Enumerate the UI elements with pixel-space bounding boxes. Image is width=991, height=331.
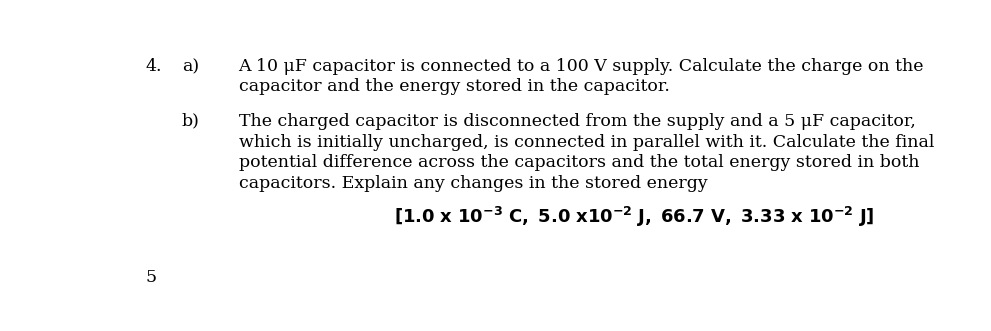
Text: 5: 5 xyxy=(146,269,157,286)
Text: capacitor and the energy stored in the capacitor.: capacitor and the energy stored in the c… xyxy=(239,78,670,95)
Text: b): b) xyxy=(182,113,200,130)
Text: A 10 μF capacitor is connected to a 100 V supply. Calculate the charge on the: A 10 μF capacitor is connected to a 100 … xyxy=(239,58,924,75)
Text: $\mathbf{[1.0\ x\ 10^{-3}\ C,\ 5.0\ x10^{-2}\ J,\ 66.7\ V,\ 3.33\ x\ 10^{-2}\ J]: $\mathbf{[1.0\ x\ 10^{-3}\ C,\ 5.0\ x10^… xyxy=(393,205,874,229)
Text: The charged capacitor is disconnected from the supply and a 5 μF capacitor,: The charged capacitor is disconnected fr… xyxy=(239,113,916,130)
Text: a): a) xyxy=(182,58,199,75)
Text: potential difference across the capacitors and the total energy stored in both: potential difference across the capacito… xyxy=(239,155,919,171)
Text: which is initially uncharged, is connected in parallel with it. Calculate the fi: which is initially uncharged, is connect… xyxy=(239,134,934,151)
Text: capacitors. Explain any changes in the stored energy: capacitors. Explain any changes in the s… xyxy=(239,175,708,192)
Text: 4.: 4. xyxy=(146,58,163,75)
